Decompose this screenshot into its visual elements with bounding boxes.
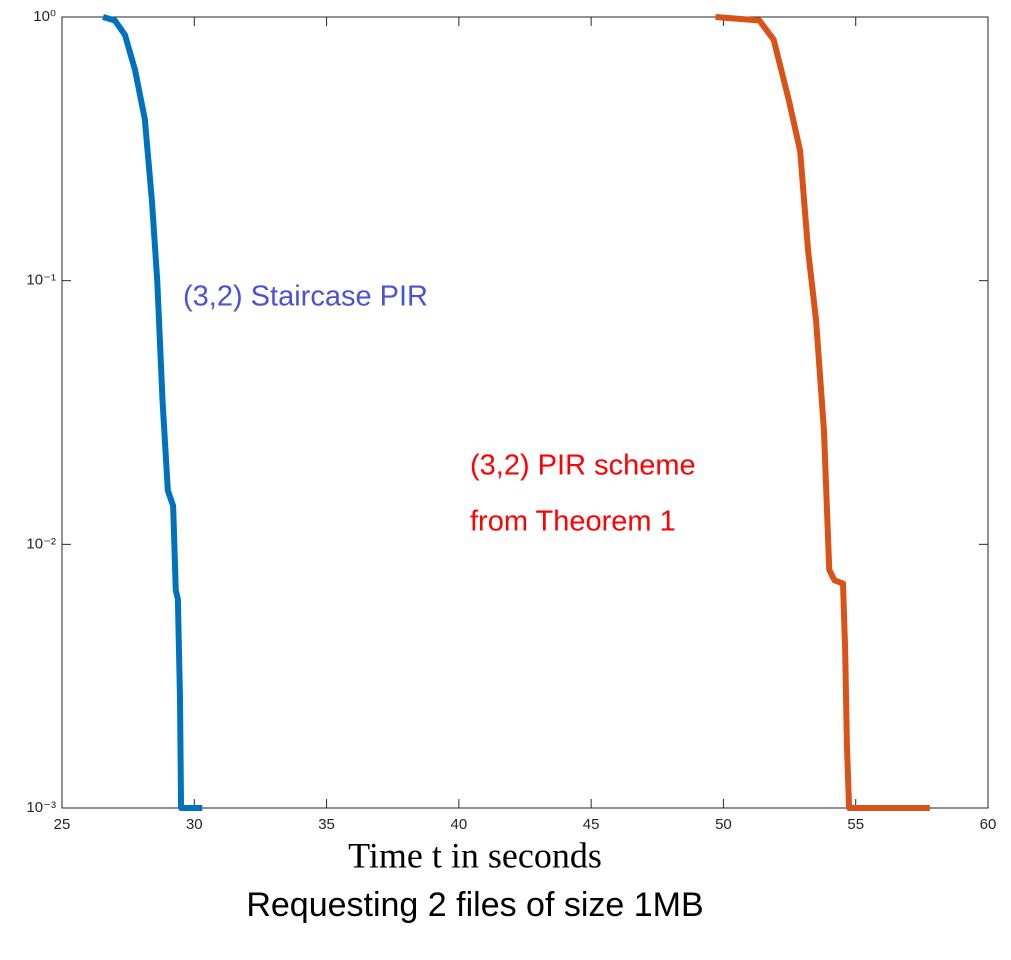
x-tick-label: 60: [980, 816, 997, 833]
x-tick-label: 35: [318, 816, 335, 833]
y-tick-label: 10⁻³: [26, 799, 56, 816]
chart-title: Requesting 2 files of size 1MB: [246, 886, 703, 924]
x-tick-label: 55: [847, 816, 864, 833]
annotation: from Theorem 1: [470, 506, 676, 538]
x-tick-label: 40: [451, 816, 468, 833]
plot-frame: [61, 16, 989, 809]
annotation: (3,2) Staircase PIR: [183, 281, 428, 313]
annotation: (3,2) PIR scheme: [470, 450, 696, 482]
x-tick-label: 25: [54, 816, 71, 833]
x-tick-label: 50: [715, 816, 732, 833]
y-tick-label: 10⁻¹: [26, 272, 56, 289]
series-line: [102, 14, 203, 811]
x-tick-label: 45: [583, 816, 600, 833]
y-tick-label: 10⁻²: [26, 535, 56, 552]
y-tick-label: 10⁰: [33, 8, 56, 25]
x-tick-label: 30: [186, 816, 203, 833]
x-axis-label: Time t in seconds: [348, 835, 602, 875]
series-line: [715, 14, 930, 811]
